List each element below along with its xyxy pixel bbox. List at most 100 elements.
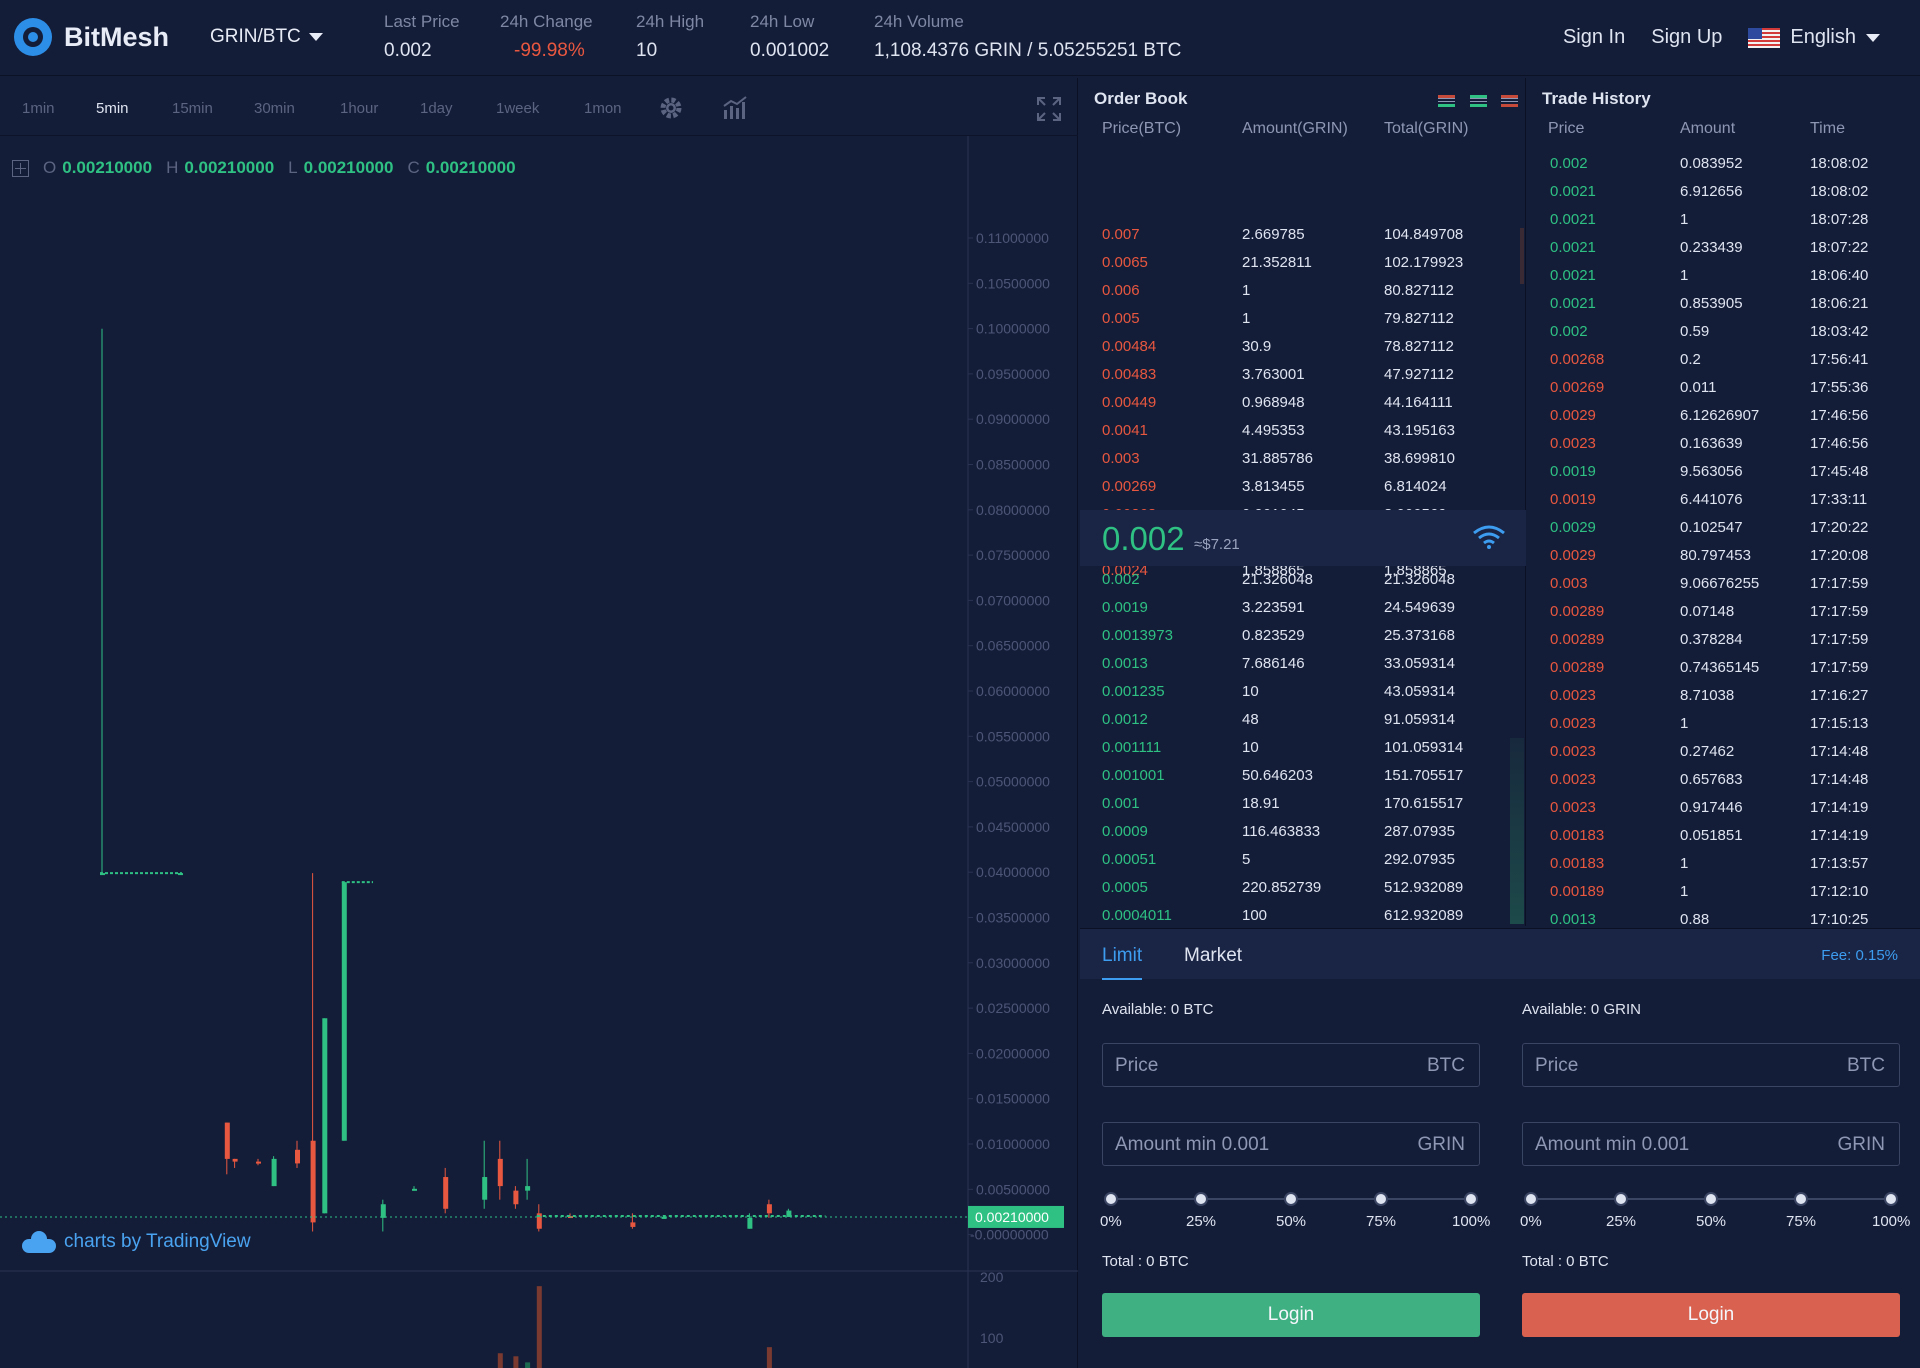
interval-1mon[interactable]: 1mon bbox=[584, 100, 622, 117]
plus-square-icon[interactable] bbox=[12, 159, 29, 177]
interval-15min[interactable]: 15min bbox=[172, 100, 213, 117]
candle-body bbox=[536, 1213, 542, 1229]
bid-row[interactable]: 0.00051 5 292.07935 bbox=[1080, 847, 1526, 875]
fee-label: Fee: 0.15% bbox=[1821, 947, 1898, 964]
trade-time: 17:16:27 bbox=[1810, 687, 1869, 704]
bid-row[interactable]: 0.001 18.91 170.615517 bbox=[1080, 791, 1526, 819]
bid-row[interactable]: 0.001001 50.646203 151.705517 bbox=[1080, 763, 1526, 791]
bid-row[interactable]: 0.0013 7.686146 33.059314 bbox=[1080, 651, 1526, 679]
volume-tick-label: 200 bbox=[980, 1269, 1004, 1285]
order-book-title: Order Book bbox=[1094, 89, 1188, 108]
sell-amount-input[interactable]: Amount min 0.001 GRIN bbox=[1522, 1122, 1900, 1166]
tab-limit[interactable]: Limit bbox=[1102, 945, 1143, 980]
bid-row[interactable]: 0.002 21.326048 21.326048 bbox=[1080, 567, 1526, 595]
sell-pct-label: 100% bbox=[1872, 1213, 1911, 1230]
language-selector[interactable]: English bbox=[1748, 26, 1880, 49]
trade-row: 0.0019 9.563056 17:45:48 bbox=[1528, 459, 1920, 487]
gear-icon[interactable] bbox=[658, 95, 684, 121]
bid-row[interactable]: 0.0005 220.852739 512.932089 bbox=[1080, 875, 1526, 903]
interval-1hour[interactable]: 1hour bbox=[340, 100, 379, 117]
ask-row[interactable]: 0.00449 0.968948 44.164111 bbox=[1080, 390, 1526, 418]
buy-percent-slider[interactable] bbox=[1104, 1192, 1478, 1206]
trade-price: 0.0029 bbox=[1550, 519, 1596, 536]
sell-percent-slider[interactable] bbox=[1524, 1192, 1898, 1206]
fullscreen-icon[interactable] bbox=[1036, 96, 1062, 122]
slider-stop-75[interactable] bbox=[1794, 1192, 1808, 1206]
sell-login-button[interactable]: Login bbox=[1522, 1293, 1900, 1337]
sell-price-input[interactable]: Price BTC bbox=[1522, 1043, 1900, 1087]
ask-amount: 1 bbox=[1242, 282, 1251, 299]
ask-row[interactable]: 0.00483 3.763001 47.927112 bbox=[1080, 362, 1526, 390]
price-chart[interactable]: 0.11000000 0.10500000 0.10000000 0.09500000… bbox=[0, 136, 1078, 1368]
bid-amount: 21.326048 bbox=[1242, 571, 1313, 588]
sign-up-link[interactable]: Sign Up bbox=[1651, 26, 1723, 48]
bid-row[interactable]: 0.0019 3.223591 24.549639 bbox=[1080, 595, 1526, 623]
bid-amount: 116.463833 bbox=[1242, 823, 1321, 840]
slider-stop-25[interactable] bbox=[1194, 1192, 1208, 1206]
ask-price: 0.0024 bbox=[1102, 562, 1148, 579]
slider-stop-75[interactable] bbox=[1374, 1192, 1388, 1206]
bid-total: 101.059314 bbox=[1384, 739, 1464, 756]
slider-stop-0[interactable] bbox=[1524, 1192, 1538, 1206]
indicators-icon[interactable] bbox=[722, 96, 748, 120]
tradingview-badge[interactable]: charts by TradingView bbox=[22, 1231, 251, 1253]
trade-row: 0.003 9.06676255 17:17:59 bbox=[1528, 571, 1920, 599]
buy-amount-input[interactable]: Amount min 0.001 GRIN bbox=[1102, 1122, 1480, 1166]
trade-price: 0.0023 bbox=[1550, 715, 1596, 732]
bid-row[interactable]: 0.0009 116.463833 287.07935 bbox=[1080, 819, 1526, 847]
slider-stop-50[interactable] bbox=[1284, 1192, 1298, 1206]
bid-row[interactable]: 0.001111 10 101.059314 bbox=[1080, 735, 1526, 763]
stat-label: 24h Low bbox=[750, 12, 815, 31]
ohlc-close: 0.00210000 bbox=[425, 158, 516, 177]
bid-row[interactable]: 0.001235 10 43.059314 bbox=[1080, 679, 1526, 707]
ask-row[interactable]: 0.00269 3.813455 6.814024 bbox=[1080, 474, 1526, 502]
slider-stop-0[interactable] bbox=[1104, 1192, 1118, 1206]
stat-value: 0.001002 bbox=[750, 40, 830, 61]
slider-stop-100[interactable] bbox=[1884, 1192, 1898, 1206]
interval-30min[interactable]: 30min bbox=[254, 100, 295, 117]
view-asks-icon[interactable] bbox=[1501, 95, 1518, 107]
ask-row[interactable]: 0.0041 4.495353 43.195163 bbox=[1080, 418, 1526, 446]
ask-row[interactable]: 0.006 1 80.827112 bbox=[1080, 278, 1526, 306]
trade-time: 17:14:48 bbox=[1810, 743, 1869, 760]
pair-selector[interactable]: GRIN/BTC bbox=[210, 26, 323, 48]
ask-row[interactable]: 0.007 2.669785 104.849708 bbox=[1080, 222, 1526, 250]
bid-row[interactable]: 0.0012 48 91.059314 bbox=[1080, 707, 1526, 735]
interval-1min[interactable]: 1min bbox=[22, 100, 55, 117]
bid-price: 0.0019 bbox=[1102, 599, 1148, 616]
buy-login-button[interactable]: Login bbox=[1102, 1293, 1480, 1337]
sign-in-link[interactable]: Sign In bbox=[1562, 26, 1626, 48]
buy-price-input[interactable]: Price BTC bbox=[1102, 1043, 1480, 1087]
trade-row: 0.0019 6.441076 17:33:11 bbox=[1528, 487, 1920, 515]
buy-pct-label: 0% bbox=[1100, 1213, 1122, 1230]
bid-row[interactable]: 0.0013973 0.823529 25.373168 bbox=[1080, 623, 1526, 651]
ask-row[interactable]: 0.005 1 79.827112 bbox=[1080, 306, 1526, 334]
stat-24h-volume: 24h Volume 1,108.4376 GRIN / 5.05255251 … bbox=[874, 12, 1181, 62]
bid-row[interactable]: 0.0004011 100 612.932089 bbox=[1080, 903, 1526, 931]
us-flag-icon bbox=[1748, 27, 1781, 48]
bid-price: 0.0013973 bbox=[1102, 627, 1173, 644]
tab-market[interactable]: Market bbox=[1184, 945, 1243, 966]
candle-body bbox=[482, 1177, 488, 1200]
interval-5min[interactable]: 5min bbox=[96, 100, 129, 117]
ohlc-legend: O 0.00210000 H 0.00210000 L 0.00210000 C 0.0… bbox=[12, 158, 516, 178]
trade-row: 0.00183 1 17:13:57 bbox=[1528, 851, 1920, 879]
slider-stop-100[interactable] bbox=[1464, 1192, 1478, 1206]
view-both-icon[interactable] bbox=[1438, 95, 1455, 107]
candle-body bbox=[630, 1222, 636, 1227]
trade-time: 17:33:11 bbox=[1810, 491, 1868, 508]
slider-stop-25[interactable] bbox=[1614, 1192, 1628, 1206]
ask-row[interactable]: 0.00484 30.9 78.827112 bbox=[1080, 334, 1526, 362]
ask-row[interactable]: 0.003 31.885786 38.699810 bbox=[1080, 446, 1526, 474]
ask-row[interactable]: 0.0024 1.858865 1.858865 bbox=[1080, 558, 1526, 586]
slider-stop-50[interactable] bbox=[1704, 1192, 1718, 1206]
brand-logo[interactable]: BitMesh bbox=[14, 18, 169, 56]
trade-row: 0.0013 0.88 17:10:25 bbox=[1528, 907, 1920, 935]
sell-amount-unit: GRIN bbox=[1837, 1134, 1886, 1155]
buy-pct-label: 25% bbox=[1186, 1213, 1217, 1230]
trade-price: 0.0019 bbox=[1550, 463, 1596, 480]
view-bids-icon[interactable] bbox=[1470, 95, 1487, 107]
interval-1week[interactable]: 1week bbox=[496, 100, 540, 117]
ask-row[interactable]: 0.0065 21.352811 102.179923 bbox=[1080, 250, 1526, 278]
interval-1day[interactable]: 1day bbox=[420, 100, 453, 117]
